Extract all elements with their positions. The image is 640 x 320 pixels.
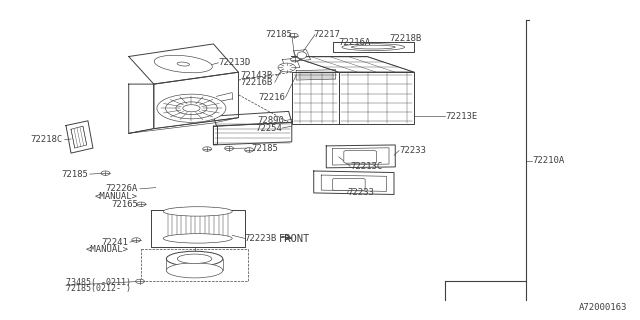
Text: 72218B: 72218B [389,34,421,43]
Circle shape [278,63,296,72]
Text: <MANUAL>: <MANUAL> [86,245,129,254]
Text: <MANUAL>: <MANUAL> [95,192,138,201]
Text: 72216B: 72216B [241,78,273,87]
Polygon shape [314,171,394,195]
Polygon shape [213,111,292,126]
Ellipse shape [342,44,404,51]
Circle shape [203,147,211,151]
Text: 72143B: 72143B [241,71,273,80]
Text: 72233: 72233 [399,146,426,155]
Text: 72185: 72185 [61,170,88,179]
Ellipse shape [297,52,307,59]
Text: 72185: 72185 [251,144,278,153]
Text: 72890: 72890 [257,116,284,125]
Polygon shape [292,57,414,72]
Text: 72213C: 72213C [350,162,382,171]
Polygon shape [213,126,216,144]
FancyBboxPatch shape [344,151,376,163]
Text: 72213D: 72213D [218,58,251,67]
Text: 72213E: 72213E [445,112,477,121]
Polygon shape [71,126,86,148]
Polygon shape [333,148,389,165]
Text: 72217: 72217 [314,30,340,39]
Polygon shape [213,122,292,145]
Polygon shape [150,210,244,247]
Text: 72241: 72241 [102,238,129,247]
Polygon shape [294,50,310,61]
Text: 72185(0212- ): 72185(0212- ) [66,284,131,293]
Polygon shape [129,84,154,133]
Ellipse shape [177,254,212,263]
Polygon shape [296,70,336,80]
Polygon shape [66,121,93,153]
Text: A72000163: A72000163 [579,303,627,312]
Circle shape [137,202,146,206]
Polygon shape [339,72,414,124]
Ellipse shape [157,94,226,122]
Polygon shape [333,42,414,52]
Circle shape [291,58,300,62]
Circle shape [225,146,234,151]
Text: 72223B: 72223B [244,234,277,243]
Polygon shape [282,58,300,69]
Text: 72210A: 72210A [532,156,564,165]
Polygon shape [292,72,339,124]
Ellipse shape [163,207,232,216]
Text: 72226A: 72226A [106,184,138,193]
Ellipse shape [163,234,232,243]
Ellipse shape [166,251,223,266]
Text: 72165: 72165 [111,200,138,209]
Circle shape [289,33,298,38]
FancyBboxPatch shape [333,179,365,190]
Polygon shape [129,118,239,133]
Circle shape [132,238,141,242]
Text: FRONT: FRONT [279,234,310,244]
Polygon shape [326,145,396,168]
Circle shape [101,171,110,175]
Ellipse shape [166,263,223,278]
Circle shape [244,148,253,152]
Polygon shape [129,44,239,84]
Text: 73485( -0211): 73485( -0211) [66,278,131,287]
Ellipse shape [177,62,189,66]
Text: 72216: 72216 [259,93,285,102]
Ellipse shape [154,55,212,73]
Text: 72254: 72254 [255,124,282,132]
Text: 72216A: 72216A [339,38,371,47]
Polygon shape [321,175,387,191]
Circle shape [136,279,145,284]
Text: 72233: 72233 [348,188,374,197]
Ellipse shape [351,45,396,49]
Text: 72218C: 72218C [31,135,63,144]
Text: 72185: 72185 [265,30,292,39]
Polygon shape [154,72,239,129]
